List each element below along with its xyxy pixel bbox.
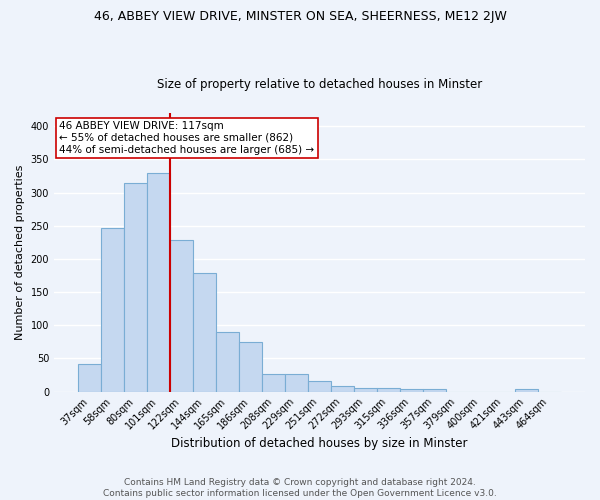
Bar: [331, 386, 354, 392]
Bar: [262, 374, 285, 392]
Bar: [147, 172, 170, 392]
Bar: [400, 389, 423, 392]
Bar: [308, 381, 331, 392]
Bar: [515, 389, 538, 392]
Title: Size of property relative to detached houses in Minster: Size of property relative to detached ho…: [157, 78, 482, 91]
Bar: [170, 240, 193, 392]
Bar: [423, 389, 446, 392]
Bar: [216, 332, 239, 392]
Y-axis label: Number of detached properties: Number of detached properties: [15, 164, 25, 340]
Bar: [193, 273, 216, 392]
Bar: [78, 364, 101, 392]
Bar: [124, 182, 147, 392]
Bar: [239, 342, 262, 392]
Bar: [101, 228, 124, 392]
Bar: [285, 374, 308, 392]
Text: 46 ABBEY VIEW DRIVE: 117sqm
← 55% of detached houses are smaller (862)
44% of se: 46 ABBEY VIEW DRIVE: 117sqm ← 55% of det…: [59, 122, 314, 154]
Text: Contains HM Land Registry data © Crown copyright and database right 2024.
Contai: Contains HM Land Registry data © Crown c…: [103, 478, 497, 498]
X-axis label: Distribution of detached houses by size in Minster: Distribution of detached houses by size …: [171, 437, 468, 450]
Text: 46, ABBEY VIEW DRIVE, MINSTER ON SEA, SHEERNESS, ME12 2JW: 46, ABBEY VIEW DRIVE, MINSTER ON SEA, SH…: [94, 10, 506, 23]
Bar: [377, 388, 400, 392]
Bar: [354, 388, 377, 392]
